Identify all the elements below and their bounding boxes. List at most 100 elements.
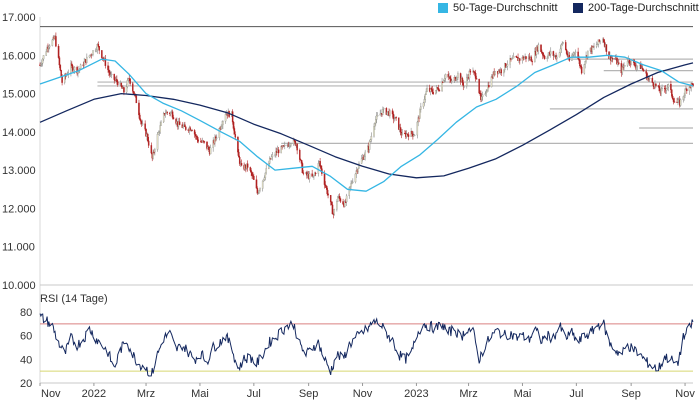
candle-body <box>534 51 536 63</box>
candle-body <box>296 143 298 151</box>
candle-body <box>132 83 134 92</box>
x-tick-label: Mrz <box>137 388 155 400</box>
candle-body <box>419 109 421 119</box>
candle-body <box>240 163 243 166</box>
candle-body <box>591 45 594 52</box>
candle-body <box>389 110 391 116</box>
candle-body <box>504 63 507 68</box>
legend-sma200-swatch <box>573 3 583 13</box>
rsi-y-tick-label: 40 <box>20 354 32 366</box>
candle-body <box>537 44 540 51</box>
candle-body <box>79 64 82 69</box>
candle-body <box>484 93 487 95</box>
candle-body <box>184 124 186 128</box>
candle-body <box>426 87 428 92</box>
legend-sma50: 50-Tage-Durchschnitt <box>438 2 558 14</box>
candle-body <box>120 83 123 87</box>
candle-body <box>101 50 103 58</box>
candle-body <box>671 95 674 100</box>
candle-body <box>577 51 579 60</box>
candle-body <box>580 66 583 74</box>
rsi-y-tick-label: 20 <box>20 378 32 390</box>
candle-body <box>208 146 210 150</box>
candle-body <box>160 121 162 126</box>
candle-body <box>605 44 608 52</box>
candle-body <box>234 134 237 138</box>
x-tick-label: Sep <box>621 388 641 400</box>
candle-body <box>238 157 241 164</box>
candle-body <box>525 56 527 59</box>
candle-body <box>138 102 140 116</box>
candle-body <box>559 48 562 53</box>
candle-body <box>558 52 561 58</box>
candle-body <box>560 44 563 50</box>
candle-body <box>324 184 327 187</box>
candle-body <box>123 87 125 93</box>
candle-body <box>113 73 115 80</box>
candle-body <box>250 170 252 173</box>
candle-body <box>314 172 317 174</box>
candle-body <box>473 71 476 74</box>
candle-body <box>308 173 311 179</box>
candle-body <box>565 42 567 51</box>
candle-body <box>466 77 468 87</box>
candle-body <box>531 61 533 63</box>
candle-body <box>301 163 304 173</box>
candle-body <box>271 154 274 158</box>
candle-body <box>55 36 57 47</box>
candle-body <box>363 156 366 160</box>
candle-body <box>430 88 433 90</box>
x-tick-label: Nov <box>353 388 373 400</box>
x-tick-label: Jul <box>247 388 261 400</box>
x-tick-label: Sep <box>299 388 319 400</box>
candle-body <box>203 141 206 143</box>
candle-body <box>147 140 150 146</box>
candle-body <box>379 113 381 116</box>
candle-body <box>580 65 582 68</box>
candle-body <box>263 177 266 180</box>
candle-body <box>302 172 305 174</box>
candle-body <box>171 111 174 118</box>
candle-body <box>407 134 410 137</box>
candle-body <box>549 51 552 55</box>
candle-body <box>475 78 478 80</box>
candle-body <box>386 111 389 115</box>
candle-body <box>220 126 222 130</box>
candle-body <box>259 188 261 191</box>
candle-body <box>222 120 224 126</box>
candle-body <box>530 57 533 62</box>
candle-body <box>299 150 301 160</box>
candle-body <box>519 58 521 61</box>
candle-body <box>265 168 267 174</box>
x-tick-label: Mai <box>191 388 209 400</box>
candle-body <box>320 165 322 169</box>
rsi-label: RSI (14 Tage) <box>40 293 108 305</box>
candle-body <box>350 183 352 187</box>
candle-body <box>578 58 580 61</box>
candle-body <box>451 80 453 82</box>
candle-body <box>423 99 426 104</box>
candle-body <box>385 108 388 115</box>
x-tick-label: Nov <box>675 388 695 400</box>
sma200-line <box>39 62 694 179</box>
candle-body <box>51 39 54 46</box>
candle-body <box>126 80 129 87</box>
candle-body <box>73 67 76 71</box>
candle-body <box>692 83 694 87</box>
candle-body <box>360 158 363 164</box>
candle-body <box>251 172 253 176</box>
candle-body <box>135 95 138 104</box>
candle-body <box>110 73 113 76</box>
candle-body <box>673 101 676 103</box>
candle-body <box>370 135 373 140</box>
candle-body <box>348 187 351 197</box>
candle-body <box>354 173 357 183</box>
candle-body <box>633 62 636 66</box>
candle-body <box>441 81 443 91</box>
legend-sma200: 200-Tage-Durchschnitt <box>573 2 699 14</box>
candle-body <box>194 134 197 137</box>
candle-body <box>117 81 119 85</box>
candle-body <box>401 132 404 136</box>
candle-body <box>256 188 259 194</box>
legend-sma50-label: 50-Tage-Durchschnitt <box>453 2 558 14</box>
